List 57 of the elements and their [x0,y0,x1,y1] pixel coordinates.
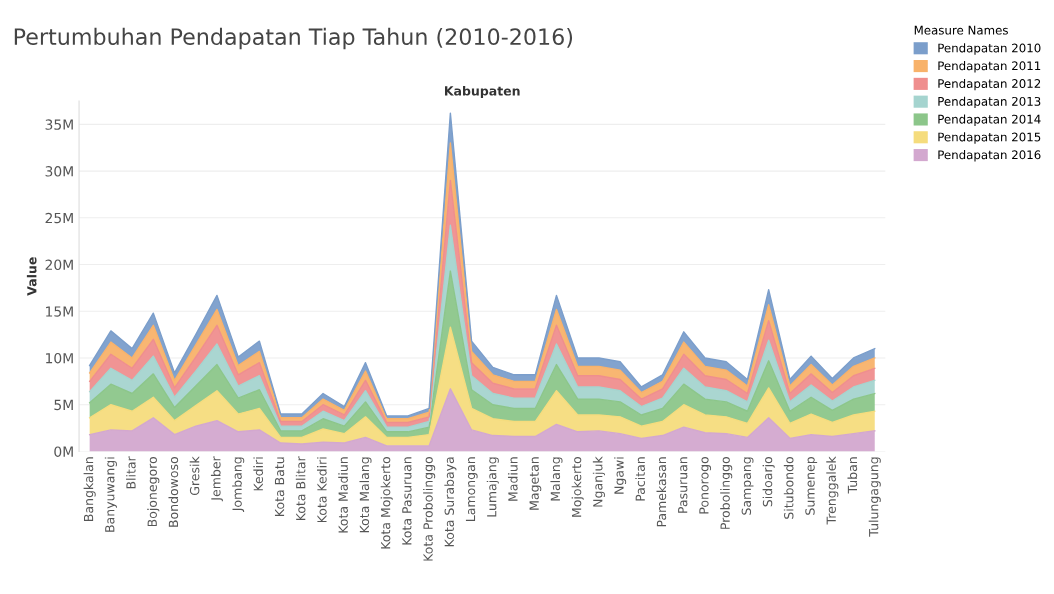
x-tick-label: Blitar [126,456,136,489]
x-tick-label: Kota Malang [359,457,372,533]
x-tick-label: Kota Madiun [338,457,348,533]
x-tick-label: Kota Kediri [317,457,327,523]
x-tick-label: Sampang [741,457,754,515]
x-axis-title: Kabupaten [445,85,520,99]
x-tick-label: Nganjuk [592,456,605,507]
x-tick-label: Kota Pasuruan [402,457,412,545]
legend-label: Pendapatan 2016 [938,150,1041,162]
legend-label: Pendapatan 2013 [938,96,1041,109]
x-tick-label: Sumenep [805,456,818,515]
x-tick-label: Bangkalan [83,457,96,521]
x-tick-label: Bondowoso [168,456,179,527]
x-tick-label: Kediri [253,457,264,491]
x-tick-label: Jember [210,456,223,502]
legend-label: Pendapatan 2010 [938,43,1041,55]
y-tick-label: 15M [46,306,73,317]
x-tick-label: Ngawi [614,457,627,494]
y-tick-label: 20M [45,259,73,270]
x-tick-label: Probolinggo [720,456,733,529]
x-tick-label: Kota Blitar [295,456,306,521]
x-tick-label: Madiun [507,457,518,501]
x-tick-label: Gresik [189,456,200,496]
x-tick-label: Pacitan [635,457,645,501]
x-tick-label: Trenggalek [826,456,839,525]
y-tick-label: 0M [54,446,73,457]
x-tick-label: Magetan [529,457,542,510]
x-tick-label: Jombang [232,457,245,512]
x-tick-label: Mojokerto [571,456,584,517]
x-tick-label: Pamekasan [656,457,667,527]
x-tick-label: Kota Mojokerto [380,456,393,549]
legend-label: Pendapatan 2014 [938,114,1041,126]
legend-label: Pendapatan 2011 [938,61,1041,73]
x-tick-label: Sidoarjo [762,456,775,507]
y-tick-label: 5M [54,399,73,411]
x-tick-label: Kota Surabaya [444,457,457,547]
x-tick-label: Situbondo [783,456,794,519]
legend-label: Pendapatan 2015 [938,132,1041,144]
y-tick-label: 30M [45,166,73,177]
y-axis-title: Value [26,257,37,296]
y-tick-label: 25M [45,212,73,224]
x-tick-label: Lamongan [465,457,478,521]
legend-title: Measure Names [914,25,1008,35]
x-tick-label: Kota Probolinggo [423,456,436,561]
chart-title: Pertumbuhan Pendapatan Tiap Tahun (2010-2016) [14,27,573,50]
x-tick-label: Kota Batu [274,457,285,516]
legend-label: Pendapatan 2012 [938,78,1041,91]
x-tick-label: Lumajang [486,457,499,517]
x-tick-label: Banyuwangi [104,457,117,532]
x-tick-label: Tuban [847,457,858,494]
x-tick-label: Malang [550,457,563,501]
y-tick-label: 10M [46,352,73,364]
x-tick-label: Bojonegoro [147,456,160,527]
y-tick-label: 35M [45,119,73,130]
x-tick-label: Pasuruan [678,457,688,513]
x-tick-label: Tulungagung [868,457,881,537]
x-tick-label: Ponorogo [699,456,712,514]
